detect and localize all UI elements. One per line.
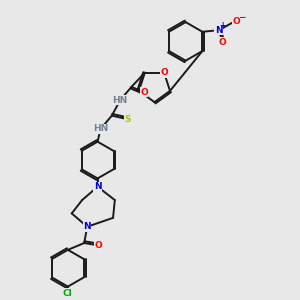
Text: Cl: Cl bbox=[63, 289, 73, 298]
Text: O: O bbox=[94, 241, 102, 250]
Text: N: N bbox=[83, 222, 91, 231]
Text: +: + bbox=[220, 21, 226, 30]
Text: HN: HN bbox=[112, 96, 128, 105]
Text: −: − bbox=[238, 13, 246, 22]
Text: HN: HN bbox=[93, 124, 108, 134]
Text: O: O bbox=[218, 38, 226, 46]
Text: O: O bbox=[160, 68, 168, 77]
Text: N: N bbox=[94, 182, 101, 191]
Text: O: O bbox=[140, 88, 148, 97]
Text: N: N bbox=[215, 26, 223, 35]
Text: S: S bbox=[124, 115, 130, 124]
Text: O: O bbox=[232, 17, 240, 26]
